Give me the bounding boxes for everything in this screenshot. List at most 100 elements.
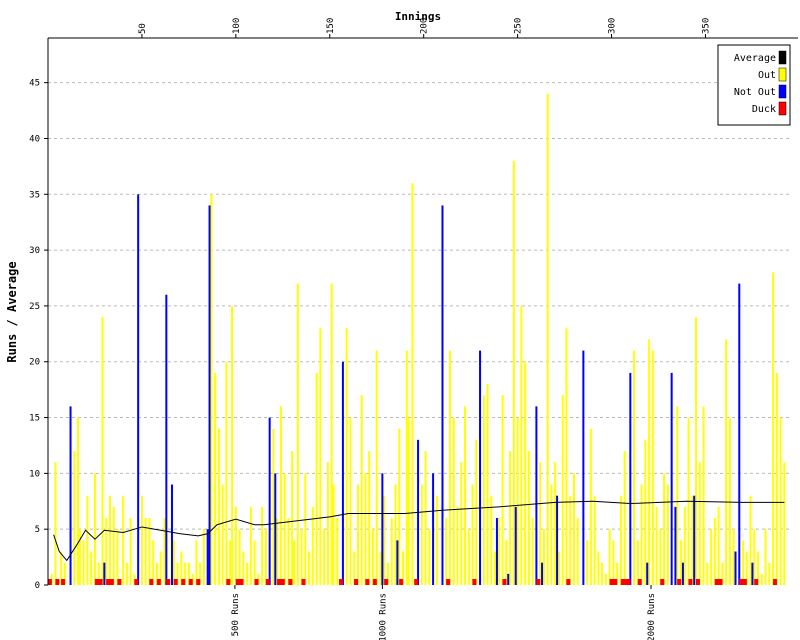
bar: [702, 406, 705, 585]
duck-marker: [566, 579, 571, 585]
bar: [713, 518, 716, 585]
bar: [659, 529, 662, 585]
bar: [691, 495, 694, 585]
bar: [550, 484, 553, 585]
bar: [435, 495, 438, 585]
bar: [490, 495, 493, 585]
bar: [199, 562, 202, 585]
bar: [330, 283, 333, 585]
bar: [486, 384, 489, 585]
bar: [644, 439, 647, 585]
bar: [195, 540, 198, 585]
bar: [163, 518, 166, 585]
duck-marker: [196, 579, 201, 585]
bar: [646, 562, 649, 585]
bar: [93, 473, 96, 585]
bar: [572, 473, 575, 585]
bar: [383, 495, 386, 585]
bar: [323, 529, 326, 585]
bar: [666, 484, 669, 585]
bar: [717, 506, 720, 585]
bar: [308, 551, 311, 585]
bar: [749, 495, 752, 585]
bar: [206, 529, 209, 585]
legend-label: Not Out: [734, 87, 776, 98]
bar: [557, 551, 560, 585]
bar: [768, 562, 771, 585]
bar: [424, 451, 427, 585]
y-tick-label: 35: [29, 190, 40, 200]
bar: [541, 562, 544, 585]
duck-marker: [446, 579, 451, 585]
x2-tick-label: 1000 Runs: [378, 593, 388, 640]
duck-marker: [754, 579, 759, 585]
duck-marker: [677, 579, 682, 585]
bar: [608, 529, 611, 585]
y-tick-label: 20: [29, 358, 40, 368]
bar: [565, 328, 568, 585]
bar: [554, 462, 557, 585]
x-tick-label: 200: [420, 18, 430, 34]
bar: [101, 317, 104, 585]
bar: [69, 406, 72, 585]
bar: [311, 506, 314, 585]
duck-marker: [695, 579, 700, 585]
legend-swatch: [778, 101, 787, 116]
duck-marker: [265, 579, 270, 585]
bar: [505, 540, 508, 585]
bar: [742, 540, 745, 585]
bar: [698, 462, 701, 585]
bar: [512, 160, 515, 586]
x-tick-label: 100: [232, 18, 242, 34]
duck-marker: [626, 579, 631, 585]
bar: [172, 540, 175, 585]
duck-marker: [739, 579, 744, 585]
bar: [514, 506, 517, 585]
bar: [116, 529, 119, 585]
bar: [217, 428, 220, 585]
duck-marker: [156, 579, 161, 585]
bar: [291, 451, 294, 585]
bar: [728, 417, 731, 585]
bar: [371, 529, 374, 585]
duck-marker: [609, 579, 614, 585]
duck-marker: [372, 579, 377, 585]
duck-marker: [181, 579, 186, 585]
legend-swatch: [778, 67, 787, 82]
duck-marker: [384, 579, 389, 585]
bar: [264, 529, 267, 585]
bar: [520, 305, 523, 585]
bar: [633, 350, 636, 585]
bar: [381, 473, 384, 585]
duck-marker: [718, 579, 723, 585]
duck-marker: [254, 579, 259, 585]
bar: [576, 518, 579, 585]
bar: [105, 518, 108, 585]
duck-marker: [399, 579, 404, 585]
x-tick-label: 150: [326, 18, 336, 34]
bar: [721, 562, 724, 585]
bar: [176, 562, 179, 585]
bar: [336, 518, 339, 585]
bar: [279, 406, 282, 585]
bar: [710, 529, 713, 585]
legend-label: Duck: [752, 104, 776, 115]
bar: [612, 540, 615, 585]
bar: [214, 372, 217, 585]
bar: [732, 529, 735, 585]
bar: [63, 562, 66, 585]
bar: [561, 395, 564, 585]
bar: [693, 495, 696, 585]
duck-marker: [280, 579, 285, 585]
bar: [648, 339, 651, 585]
bar: [751, 562, 754, 585]
bar: [332, 484, 335, 585]
duck-marker: [660, 579, 665, 585]
bar: [234, 506, 237, 585]
bar: [531, 518, 534, 585]
bar: [360, 395, 363, 585]
bar: [184, 562, 187, 585]
bar: [623, 451, 626, 585]
bar: [539, 462, 542, 585]
bar: [349, 417, 352, 585]
